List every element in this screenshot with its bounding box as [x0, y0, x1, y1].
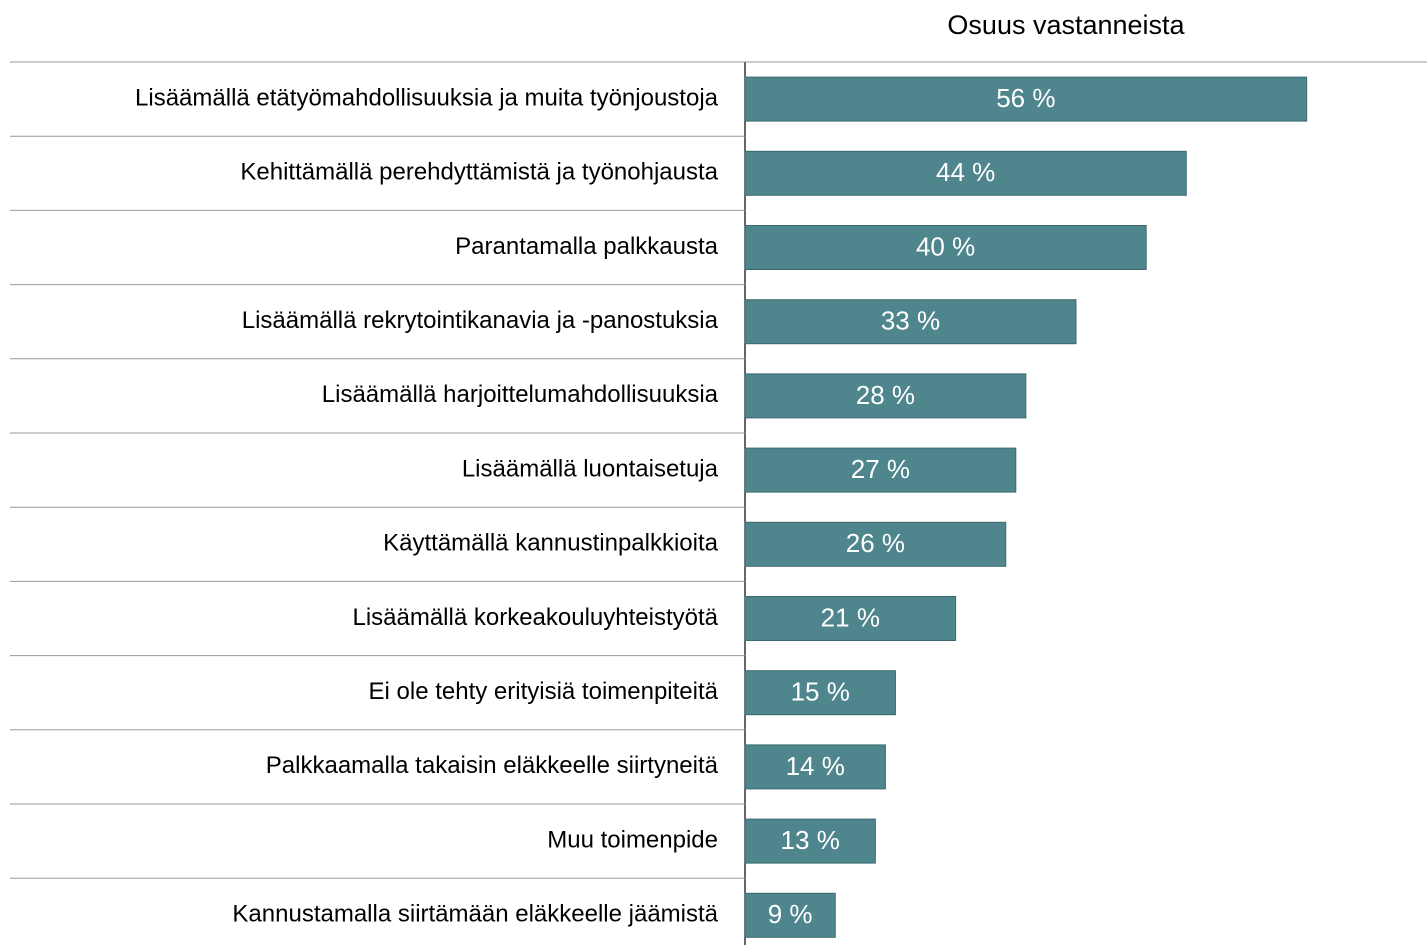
value-label: 56 % — [996, 83, 1055, 113]
value-label: 15 % — [791, 677, 850, 707]
value-label: 33 % — [881, 306, 940, 336]
category-label: Kannustamalla siirtämään eläkkeelle jääm… — [232, 901, 718, 928]
axis-title: Osuus vastanneista — [947, 10, 1185, 40]
value-label: 9 % — [768, 899, 813, 929]
category-label: Ei ole tehty erityisiä toimenpiteitä — [369, 678, 719, 705]
bar — [744, 670, 896, 716]
bar — [744, 76, 1308, 122]
category-label: Lisäämällä korkeakouluyhteistyötä — [352, 604, 718, 631]
category-label: Lisäämällä etätyömahdollisuuksia ja muit… — [135, 84, 719, 111]
category-label: Parantamalla palkkausta — [455, 233, 718, 260]
bar — [744, 596, 957, 641]
category-label: Kehittämällä perehdyttämistä ja työnohja… — [240, 159, 718, 186]
category-label: Palkkaamalla takaisin eläkkeelle siirtyn… — [266, 752, 719, 779]
value-label: 13 % — [781, 825, 840, 855]
value-label: 27 % — [851, 454, 910, 484]
category-label: Lisäämällä harjoittelumahdollisuuksia — [322, 381, 719, 408]
value-label: 40 % — [916, 231, 975, 261]
bar — [744, 225, 1147, 270]
bar — [744, 299, 1077, 345]
bar — [744, 447, 1017, 493]
bar — [744, 818, 876, 864]
category-label: Lisäämällä luontaisetuja — [462, 455, 719, 482]
bar — [744, 744, 886, 790]
category-label: Muu toimenpide — [547, 826, 718, 853]
bar — [744, 373, 1027, 419]
value-label: 44 % — [936, 157, 995, 187]
bar — [744, 521, 1007, 567]
value-label: 28 % — [856, 380, 915, 410]
value-label: 26 % — [846, 528, 905, 558]
category-label: Käyttämällä kannustinpalkkioita — [383, 530, 719, 557]
value-label: 14 % — [786, 751, 845, 781]
bar — [744, 150, 1187, 196]
bar — [744, 892, 836, 938]
value-label: 21 % — [821, 602, 880, 632]
category-label: Lisäämällä rekrytointikanavia ja -panost… — [242, 307, 719, 334]
